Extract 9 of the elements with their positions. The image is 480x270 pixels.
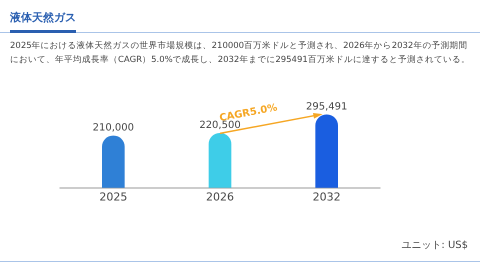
chart-title: 液体天然ガス (10, 10, 76, 33)
chart-subtitle: 2025年における液体天然ガスの世界市場規模は、210000百万米ドルと予測され、2026年から2032年の予測期間において、年平均成長率（CAGR）5.0%で成長し、2032年までに295491百万米ドルに達すると予測されている。 (9, 40, 471, 67)
x-tick-label: 2026 (206, 190, 234, 204)
data-label: 295,491 (306, 101, 348, 112)
text: ユニット: US$ (401, 239, 468, 252)
x-tick-label: 2025 (99, 190, 128, 204)
data-label: 220,500 (199, 120, 241, 131)
x-tick-label: 2032 (312, 190, 341, 204)
data-label: 210,000 (92, 122, 134, 134)
